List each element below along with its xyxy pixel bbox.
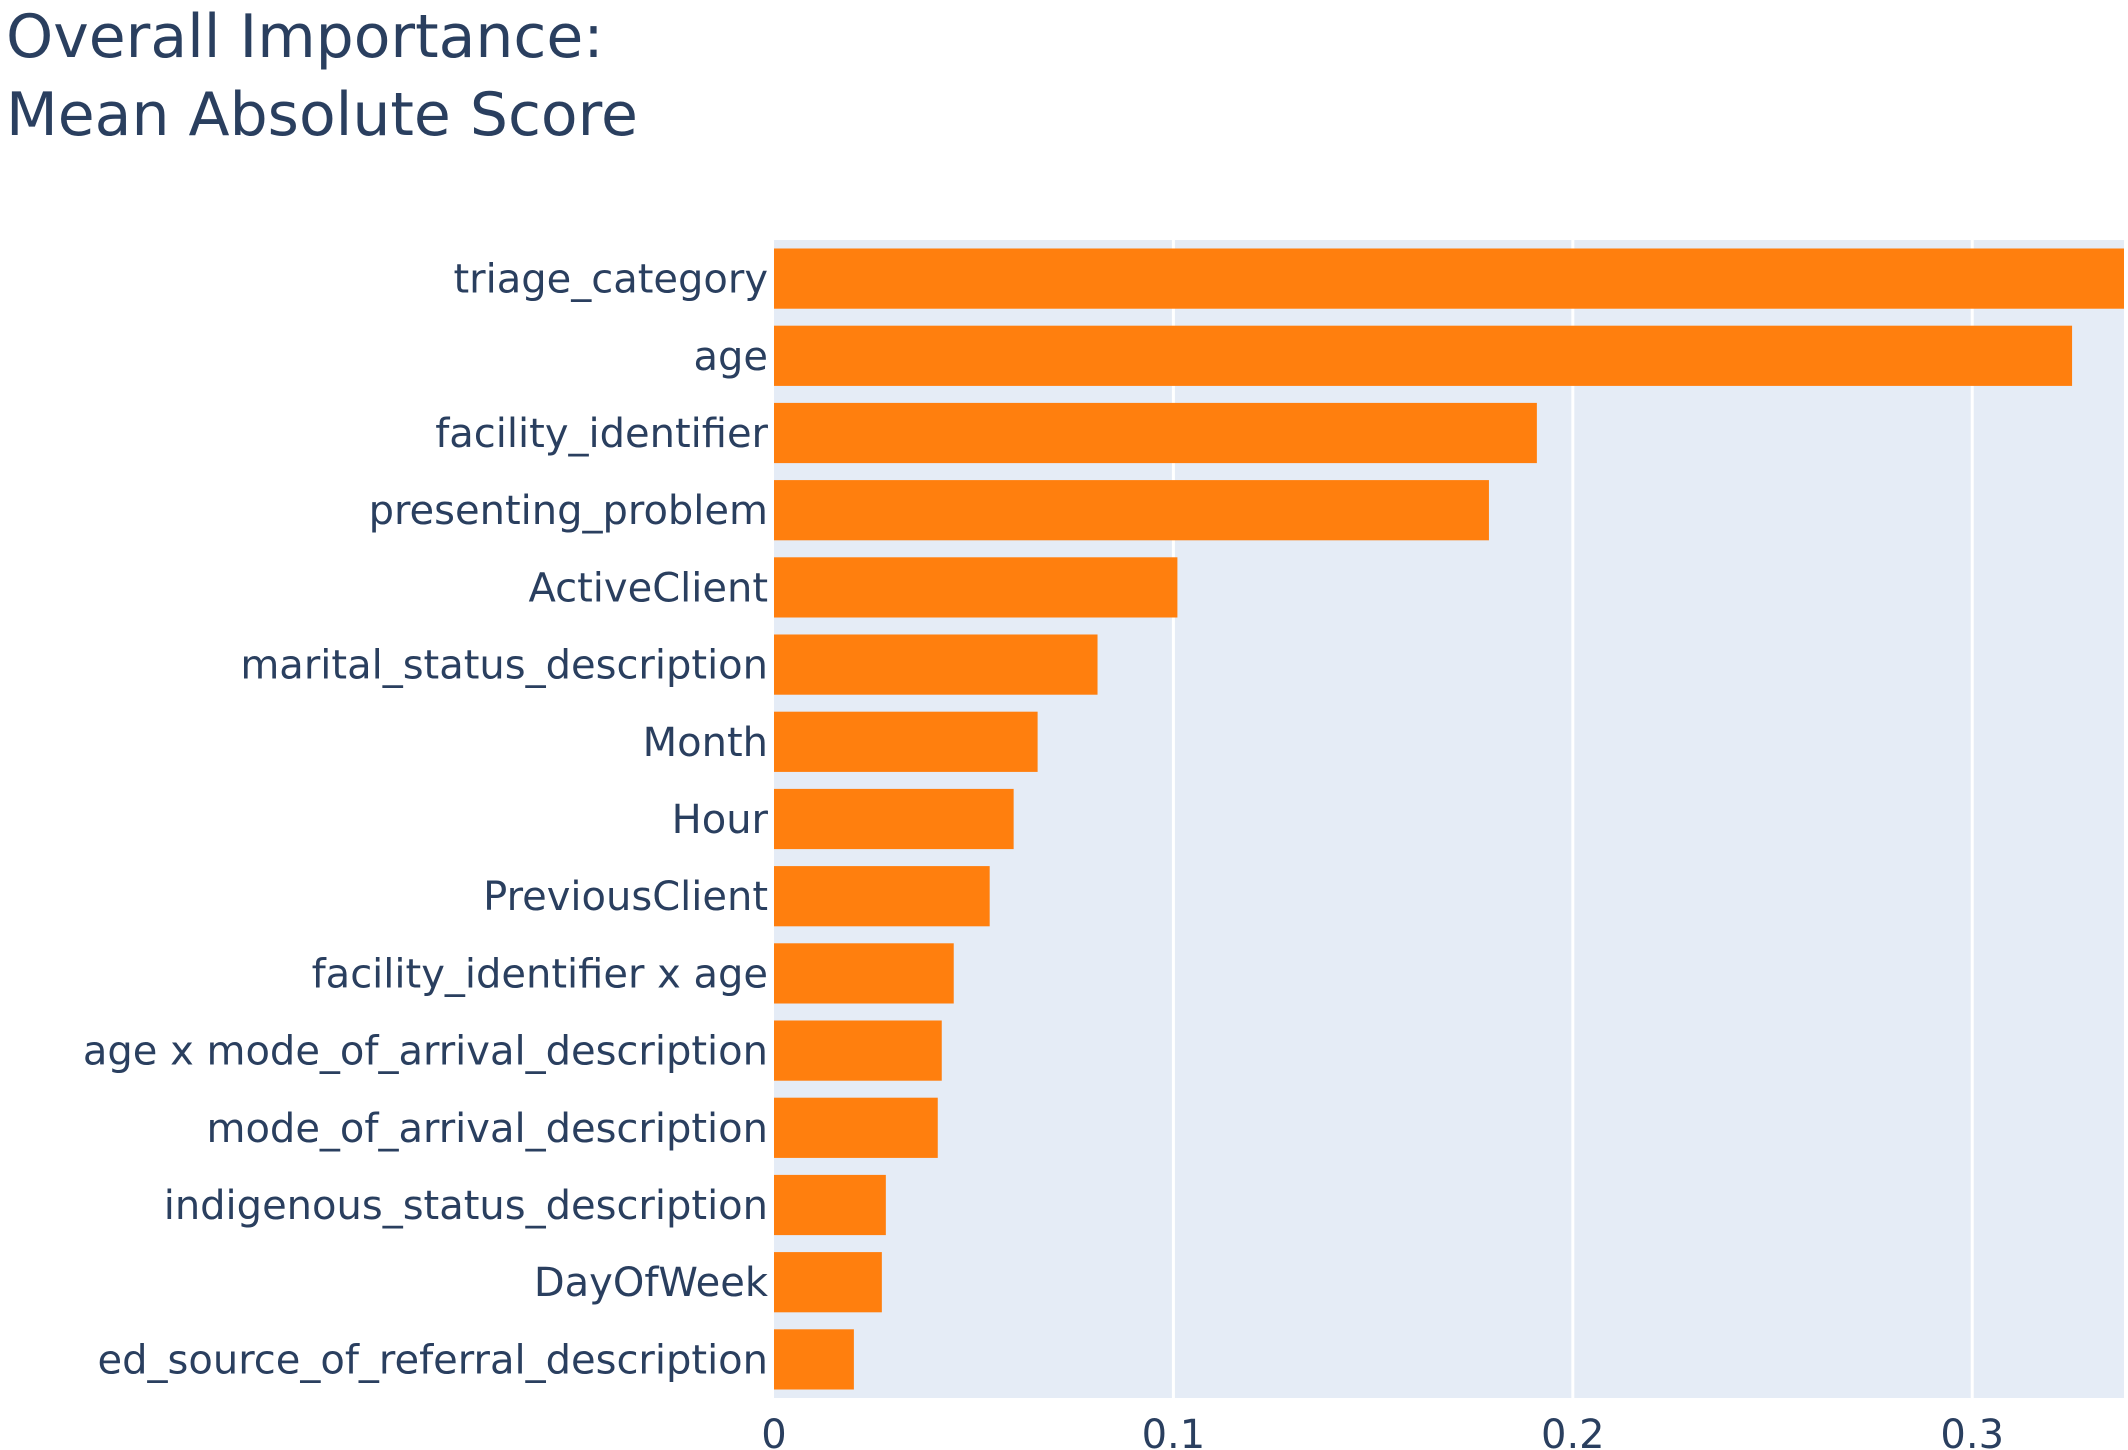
category-label: triage_category <box>453 257 768 303</box>
bar <box>774 788 1014 850</box>
bar <box>774 1174 886 1236</box>
bar <box>774 711 1038 772</box>
bar <box>774 1020 942 1081</box>
x-tick-label: 0.1 <box>1142 1412 1206 1450</box>
bars <box>774 248 2124 1390</box>
category-label: presenting_problem <box>369 488 768 534</box>
category-label: marital_status_description <box>240 643 768 689</box>
bar <box>774 325 2073 386</box>
chart-title-line-2: Mean Absolute Score <box>6 80 638 150</box>
category-label: DayOfWeek <box>534 1260 769 1306</box>
category-label: ActiveClient <box>528 565 768 611</box>
chart-title-line-1: Overall Importance: <box>6 2 604 72</box>
x-tick-label: 0 <box>761 1412 786 1450</box>
category-label: Hour <box>672 797 769 843</box>
x-axis-ticks: 0 0.1 0.2 0.3 <box>761 1412 2004 1450</box>
bar <box>774 634 1098 695</box>
category-label: facility_identifier <box>435 411 768 457</box>
bar <box>774 866 990 927</box>
category-label: indigenous_status_description <box>164 1183 768 1229</box>
bar <box>774 402 1537 464</box>
bar <box>774 1097 938 1158</box>
bar <box>774 248 2124 309</box>
category-label: age x mode_of_arrival_description <box>83 1029 768 1075</box>
x-tick-label: 0.2 <box>1541 1412 1605 1450</box>
bar <box>774 1329 854 1390</box>
bar <box>774 557 1178 618</box>
category-label: PreviousClient <box>483 874 768 920</box>
category-label: Month <box>643 720 768 766</box>
bar <box>774 480 1489 541</box>
category-label: facility_identifier x age <box>312 951 768 997</box>
bar <box>774 1252 882 1313</box>
bar <box>774 943 954 1004</box>
x-tick-label: 0.3 <box>1940 1412 2004 1450</box>
category-label: mode_of_arrival_description <box>206 1106 768 1152</box>
category-label: ed_source_of_referral_description <box>98 1337 768 1383</box>
category-label: age <box>693 334 768 380</box>
